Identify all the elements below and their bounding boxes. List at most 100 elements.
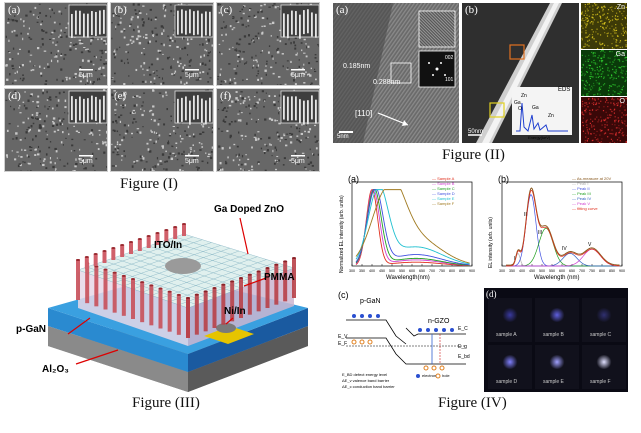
x-tick-label: 750 <box>589 269 595 273</box>
label-ni-in: Ni/In <box>224 306 246 317</box>
x-tick-label: 700 <box>579 269 585 273</box>
legend-electron: electron <box>422 373 437 378</box>
label-pmma: PMMA <box>264 272 295 283</box>
legend-entry: — Peak III <box>572 191 591 196</box>
label-eg: E_g <box>458 344 467 350</box>
eds-peak-label: Ga <box>514 100 521 106</box>
note: ΔE_v valence band barrier <box>342 378 390 383</box>
d-spacing-1: 0.185nm <box>343 63 371 70</box>
x-tick-label: 800 <box>599 269 605 273</box>
legend: — As-measure at 20V — Peak I — Peak II — Pe… <box>572 176 611 211</box>
series-line <box>355 189 470 266</box>
figure-1-caption: Figure (I) <box>120 176 178 192</box>
legend-entry: — Sample C <box>432 186 455 191</box>
eds-axis-label: Energy(keV) <box>528 135 551 140</box>
figure-4-panel-c: (c) p-GaN n-GZO E_C E_F E_g E_bd E_V ele… <box>336 288 478 392</box>
fft-index-1: 002 <box>445 55 454 61</box>
peak-label: IV <box>562 246 567 252</box>
scale-bar-label: 5μm <box>185 72 199 79</box>
x-tick-label: 850 <box>609 269 615 273</box>
eds-map-zn-image <box>581 3 627 49</box>
sample-label: sample F <box>590 379 611 385</box>
x-tick-label: 600 <box>409 269 415 273</box>
map-label: Ga <box>615 51 625 58</box>
legend-entry: — Sample A <box>432 176 455 181</box>
eds-peak-label: Zn <box>548 113 554 119</box>
sem-texture <box>217 3 319 85</box>
sem-texture <box>111 89 213 171</box>
label-ec: E_C <box>458 326 468 332</box>
sample-photo: sample B <box>535 298 579 342</box>
peak-label: III <box>538 230 543 236</box>
sem-texture <box>5 3 107 85</box>
sample-photo: sample F <box>582 345 626 389</box>
figure-2-caption: Figure (II) <box>442 147 505 163</box>
x-axis-label: Wavelength(nm) <box>386 275 430 281</box>
sample-photo: sample E <box>535 345 579 389</box>
band-diagram <box>346 314 466 379</box>
x-tick-label: 650 <box>569 269 575 273</box>
eds-title: EDS <box>558 87 571 93</box>
x-tick-label: 550 <box>549 269 555 273</box>
x-tick-label: 350 <box>509 269 515 273</box>
panel-label: (a) <box>8 4 21 16</box>
panel-label: (b) <box>465 4 478 16</box>
sample-label: sample D <box>496 379 518 385</box>
panel-label: (b) <box>498 174 509 184</box>
map-label: Zn <box>616 4 625 11</box>
sample-photo: sample C <box>582 298 626 342</box>
fitting-curve <box>505 189 620 267</box>
x-tick-label: 800 <box>449 269 455 273</box>
x-tick-label: 600 <box>559 269 565 273</box>
figure-1: (a) 5μm (b) 5μm (c) 5μm (d) 5μm (e) 5μm (f) 5μm <box>4 2 322 174</box>
series-line <box>355 189 470 265</box>
eds-map-zn: Zn <box>581 3 627 49</box>
label-al2o3: Al₂O₃ <box>42 364 69 375</box>
y-axis-label: Normalized EL intensity (arb. units) <box>339 195 345 273</box>
scale-bar-label: 5μm <box>291 72 305 79</box>
sem-texture <box>217 89 319 171</box>
sem-panel: (b) 5μm <box>110 2 214 86</box>
panel-label: (b) <box>114 4 127 16</box>
fft-index-2: 101 <box>445 77 454 83</box>
legend-entry: — Sample E <box>432 196 455 201</box>
emission-spot <box>549 308 565 322</box>
eds-map-o: O <box>581 97 627 143</box>
panel-label: (a) <box>348 174 359 184</box>
x-tick-label: 450 <box>529 269 535 273</box>
scale-bar-label: 5μm <box>79 158 93 165</box>
legend-entry: — Peak II <box>572 186 590 191</box>
legend-entry: — Sample D <box>432 191 455 196</box>
x-tick-label: 300 <box>499 269 505 273</box>
scale-bar-label: 5μm <box>79 72 93 79</box>
el-deconvolution-chart: 300 350 400 450 500 550 600 650 700 750 800 850 900 <box>499 181 625 273</box>
x-tick-label: 850 <box>459 269 465 273</box>
figure-3-caption: Figure (III) <box>132 395 200 411</box>
x-tick-label: 550 <box>399 269 405 273</box>
x-tick-label: 350 <box>359 269 365 273</box>
eds-map-ga: Ga <box>581 50 627 96</box>
scale-bar-label: 5μm <box>291 158 305 165</box>
label-ito: ITO/In <box>154 240 183 251</box>
eds-peak-label: Ga <box>532 105 539 111</box>
figure-4-panel-b: 300 350 400 450 500 550 600 650 700 750 800 850 900 … <box>484 172 628 284</box>
label-n-gzo: n-GZO <box>428 318 450 325</box>
label-p-gan: p-GaN <box>360 298 381 305</box>
x-axis-label: Wavelength (nm) <box>534 275 580 281</box>
label-ev: E_V <box>338 334 348 340</box>
sample-label: sample C <box>590 332 612 338</box>
label-ebd: E_bd <box>458 354 470 360</box>
emission-spot <box>596 355 612 369</box>
scale-bar-label: 5nm <box>337 134 349 140</box>
emission-spot <box>596 308 612 322</box>
tem-nanowire-image <box>462 3 579 143</box>
series-line <box>355 189 470 267</box>
figure-4-caption: Figure (IV) <box>438 395 507 411</box>
x-tick-label: 400 <box>369 269 375 273</box>
sem-panel: (e) 5μm <box>110 88 214 172</box>
legend-entry: — Peak V <box>572 201 591 206</box>
device-schematic <box>48 217 308 392</box>
sample-photo: sample D <box>488 345 532 389</box>
scale-bar-label: 5μm <box>185 158 199 165</box>
sem-panel: (c) 5μm <box>216 2 320 86</box>
